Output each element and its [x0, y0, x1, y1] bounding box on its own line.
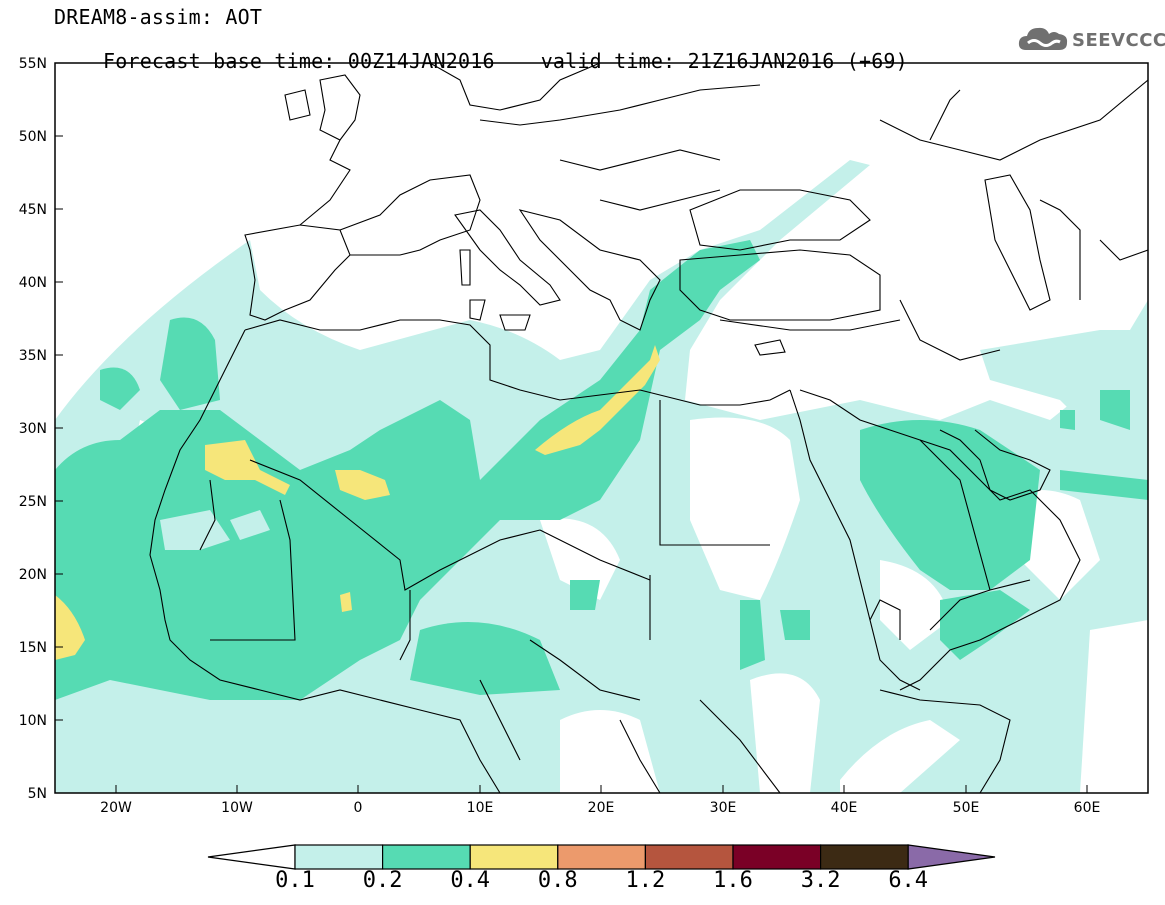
colorbar-label: 0.1 — [275, 868, 315, 893]
colorbar-label: 3.2 — [800, 868, 841, 893]
colorbar-label: 0.4 — [450, 868, 491, 893]
colorbar-label: 0.2 — [362, 868, 403, 893]
lon-label-20w: 20W — [100, 800, 132, 816]
valid-time: valid time: 21Z16JAN2016 (+69) — [540, 49, 908, 73]
lat-label-45n: 45N — [19, 202, 47, 218]
lon-label-30e: 30E — [710, 800, 737, 816]
forecast-base-time: Forecast base time: 00Z14JAN2016 — [102, 49, 495, 73]
lat-label-25n: 25N — [19, 494, 47, 510]
colorbar-label: 0.8 — [537, 868, 578, 893]
aot-level-0-2 — [55, 240, 1148, 700]
lon-label-10w: 10W — [221, 800, 253, 816]
colorbar-right-arrow — [907, 844, 996, 870]
lon-label-50e: 50E — [953, 800, 980, 816]
logo-text: SEEVCCC — [1072, 30, 1165, 51]
colorbar-segment — [469, 844, 559, 870]
lat-label-30n: 30N — [19, 421, 47, 437]
colorbar-label: 1.2 — [625, 868, 666, 893]
colorbar — [207, 844, 996, 870]
colorbar-segment — [819, 844, 909, 870]
aot-level-0-1-holes — [160, 510, 270, 550]
lon-label-40e: 40E — [831, 800, 858, 816]
lon-label-20e: 20E — [588, 800, 615, 816]
lat-label-50n: 50N — [19, 129, 47, 145]
lon-label-60e: 60E — [1074, 800, 1101, 816]
lat-label-10n: 10N — [19, 713, 47, 729]
lat-label-20n: 20N — [19, 567, 47, 583]
colorbar-segment — [732, 844, 822, 870]
lat-label-5n: 5N — [28, 786, 47, 802]
colorbar-left-arrow — [207, 844, 296, 870]
lat-label-55n: 55N — [19, 56, 47, 72]
lon-label-0: 0 — [354, 800, 363, 816]
colorbar-label: 1.6 — [713, 868, 753, 893]
colorbar-label: 6.4 — [888, 868, 929, 893]
aot-field — [55, 160, 1148, 793]
colorbar-segment — [382, 844, 471, 870]
colorbar-segment — [294, 844, 384, 870]
colorbar-labels: 0.1 0.2 0.4 0.8 1.2 1.6 3.2 6.4 — [0, 868, 1165, 898]
lat-label-35n: 35N — [19, 348, 47, 364]
cloud-icon — [1018, 27, 1068, 50]
lat-label-15n: 15N — [19, 640, 47, 656]
longitude-axis: 20W 10W 0 10E 20E 30E 40E 50E 60E — [100, 785, 1100, 816]
latitude-axis: 55N 50N 45N 40N 35N 30N 25N 20N 15N 10N … — [19, 56, 63, 802]
lon-label-10e: 10E — [467, 800, 494, 816]
colorbar-segment — [557, 844, 646, 870]
lat-label-40n: 40N — [19, 275, 47, 291]
aot-level-0-4 — [55, 345, 660, 660]
colorbar-segment — [644, 844, 734, 870]
map-title: DREAM8-assim: AOT — [54, 5, 263, 29]
map-header: DREAM8-assim: AOT Forecast base time: 00… — [54, 6, 954, 94]
seevccc-logo: SEEVCCC — [1016, 22, 1165, 58]
coastlines-and-borders — [149, 63, 1148, 793]
